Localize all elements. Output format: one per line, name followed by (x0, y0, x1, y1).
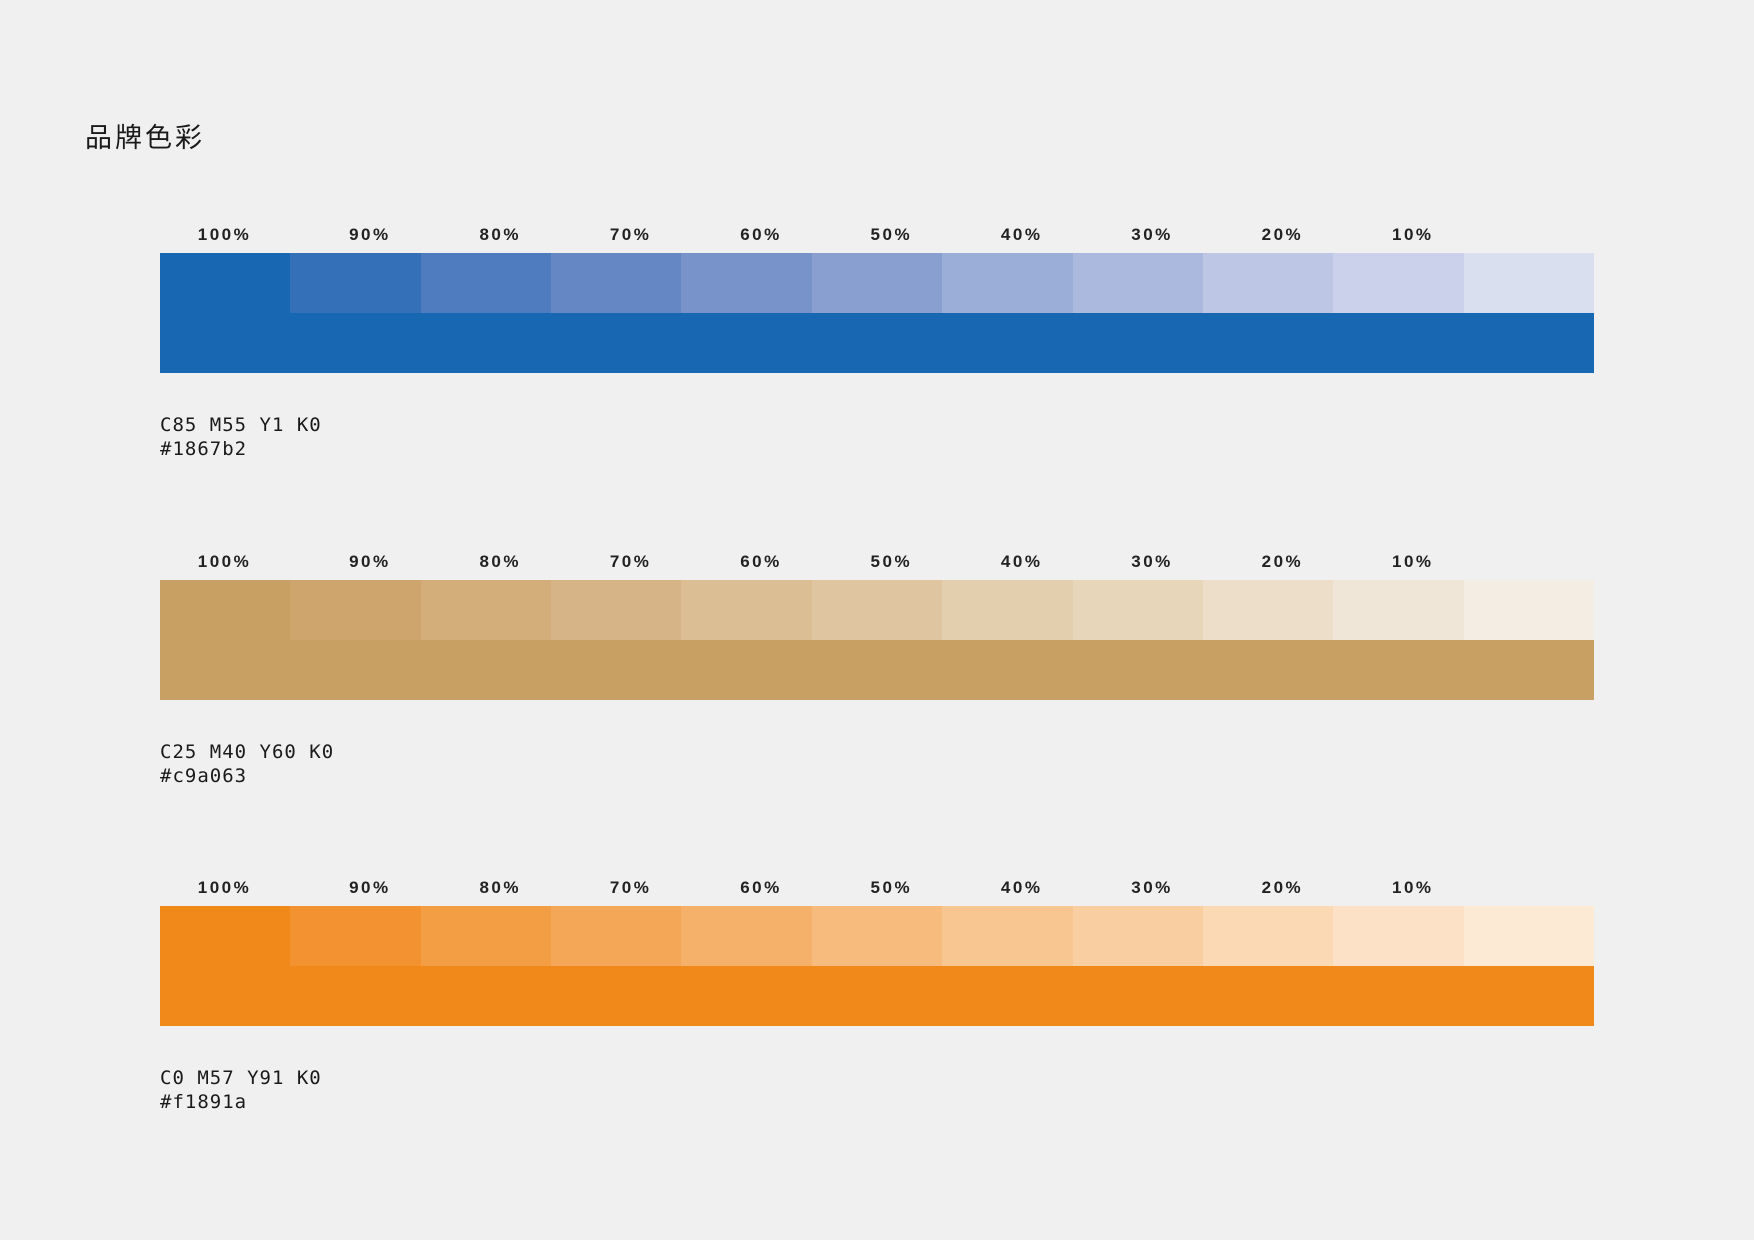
color-spec: C85 M55 Y1 K0 #1867b2 (160, 413, 1594, 461)
tint-percentage-label: 10% (1392, 552, 1434, 571)
tint-percentage-label: 20% (1261, 552, 1304, 571)
tint-percentage-label: 90% (349, 552, 391, 571)
hex-value: #f1891a (160, 1091, 248, 1113)
swatch-strip (160, 253, 1594, 373)
tint-swatch (1463, 906, 1594, 966)
tint-swatch (1202, 253, 1334, 313)
tint-percentage-label: 60% (740, 552, 782, 571)
tint-label-row: 100% 90% 80% 70% 60% 50% 40% 30% 20% 10% (160, 878, 1594, 906)
color-spec: C0 M57 Y91 K0 #f1891a (160, 1066, 1594, 1114)
tint-percentage-label: 100% (197, 552, 252, 571)
color-palette: 100% 90% 80% 70% 60% 50% 40% 30% 20% 10% C0 M57 Y9… (160, 878, 1594, 1114)
tint-percentage-label: 10% (1392, 878, 1434, 897)
cmyk-value: C0 M57 Y91 K0 (160, 1067, 322, 1089)
tint-swatch (420, 253, 552, 313)
color-palette: 100% 90% 80% 70% 60% 50% 40% 30% 20% 10% C85 M55 Y… (160, 225, 1594, 461)
tint-percentage-label: 80% (479, 552, 521, 571)
tint-swatch (1463, 253, 1594, 313)
cmyk-value: C25 M40 Y60 K0 (160, 741, 335, 763)
tint-swatch (1463, 580, 1594, 640)
tint-swatch (1202, 906, 1334, 966)
tint-swatch (551, 253, 682, 313)
hex-value: #c9a063 (160, 765, 248, 787)
tint-swatch (811, 580, 943, 640)
tint-swatch (1072, 906, 1203, 966)
cmyk-value: C85 M55 Y1 K0 (160, 414, 322, 436)
tint-percentage-label: 90% (349, 225, 391, 244)
tint-swatch (1333, 253, 1464, 313)
tint-swatch (681, 906, 812, 966)
tint-swatch (160, 906, 291, 966)
tint-swatch (942, 253, 1073, 313)
tint-swatch (811, 253, 943, 313)
color-spec: C25 M40 Y60 K0 #c9a063 (160, 740, 1594, 788)
tint-swatch (290, 253, 421, 313)
tint-swatch (160, 580, 291, 640)
tint-percentage-label: 20% (1261, 225, 1304, 244)
tint-percentage-label: 60% (740, 225, 782, 244)
tint-swatch-row (160, 906, 1594, 966)
swatch-strip (160, 906, 1594, 1026)
tint-swatch (551, 906, 682, 966)
tint-swatch (290, 906, 421, 966)
tint-swatch (420, 580, 552, 640)
tint-percentage-label: 100% (197, 225, 252, 244)
tint-swatch (290, 580, 421, 640)
tint-swatch (551, 580, 682, 640)
tint-swatch-row (160, 580, 1594, 640)
tint-percentage-label: 80% (479, 878, 521, 897)
tint-percentage-label: 60% (740, 878, 782, 897)
tint-percentage-label: 50% (870, 878, 913, 897)
base-color-bar (160, 313, 1594, 373)
tint-percentage-label: 50% (870, 225, 913, 244)
tint-swatch (681, 253, 812, 313)
tint-swatch (1072, 253, 1203, 313)
tint-swatch (1333, 580, 1464, 640)
tint-swatch (681, 580, 812, 640)
tint-percentage-label: 10% (1392, 225, 1434, 244)
tint-label-row: 100% 90% 80% 70% 60% 50% 40% 30% 20% 10% (160, 552, 1594, 580)
tint-percentage-label: 40% (1000, 225, 1043, 244)
tint-percentage-label: 50% (870, 552, 913, 571)
tint-swatch (1333, 906, 1464, 966)
tint-swatch-row (160, 253, 1594, 313)
hex-value: #1867b2 (160, 438, 248, 460)
color-palette: 100% 90% 80% 70% 60% 50% 40% 30% 20% 10% C25 M40 Y… (160, 552, 1594, 788)
tint-swatch (942, 906, 1073, 966)
tint-percentage-label: 70% (609, 552, 652, 571)
tint-percentage-label: 70% (609, 878, 652, 897)
tint-percentage-label: 100% (197, 878, 252, 897)
tint-percentage-label: 40% (1000, 552, 1043, 571)
base-color-bar (160, 640, 1594, 700)
page-title: 品牌色彩 (85, 123, 205, 154)
tint-percentage-label: 30% (1131, 552, 1173, 571)
tint-percentage-label: 30% (1131, 878, 1173, 897)
tint-percentage-label: 90% (349, 878, 391, 897)
tint-percentage-label: 20% (1261, 878, 1304, 897)
tint-percentage-label: 70% (609, 225, 652, 244)
tint-percentage-label: 30% (1131, 225, 1173, 244)
tint-swatch (420, 906, 552, 966)
tint-swatch (1202, 580, 1334, 640)
tint-swatch (942, 580, 1073, 640)
tint-percentage-label: 40% (1000, 878, 1043, 897)
tint-label-row: 100% 90% 80% 70% 60% 50% 40% 30% 20% 10% (160, 225, 1594, 253)
tint-swatch (811, 906, 943, 966)
swatch-strip (160, 580, 1594, 700)
tint-swatch (160, 253, 291, 313)
base-color-bar (160, 966, 1594, 1026)
tint-percentage-label: 80% (479, 225, 521, 244)
tint-swatch (1072, 580, 1203, 640)
